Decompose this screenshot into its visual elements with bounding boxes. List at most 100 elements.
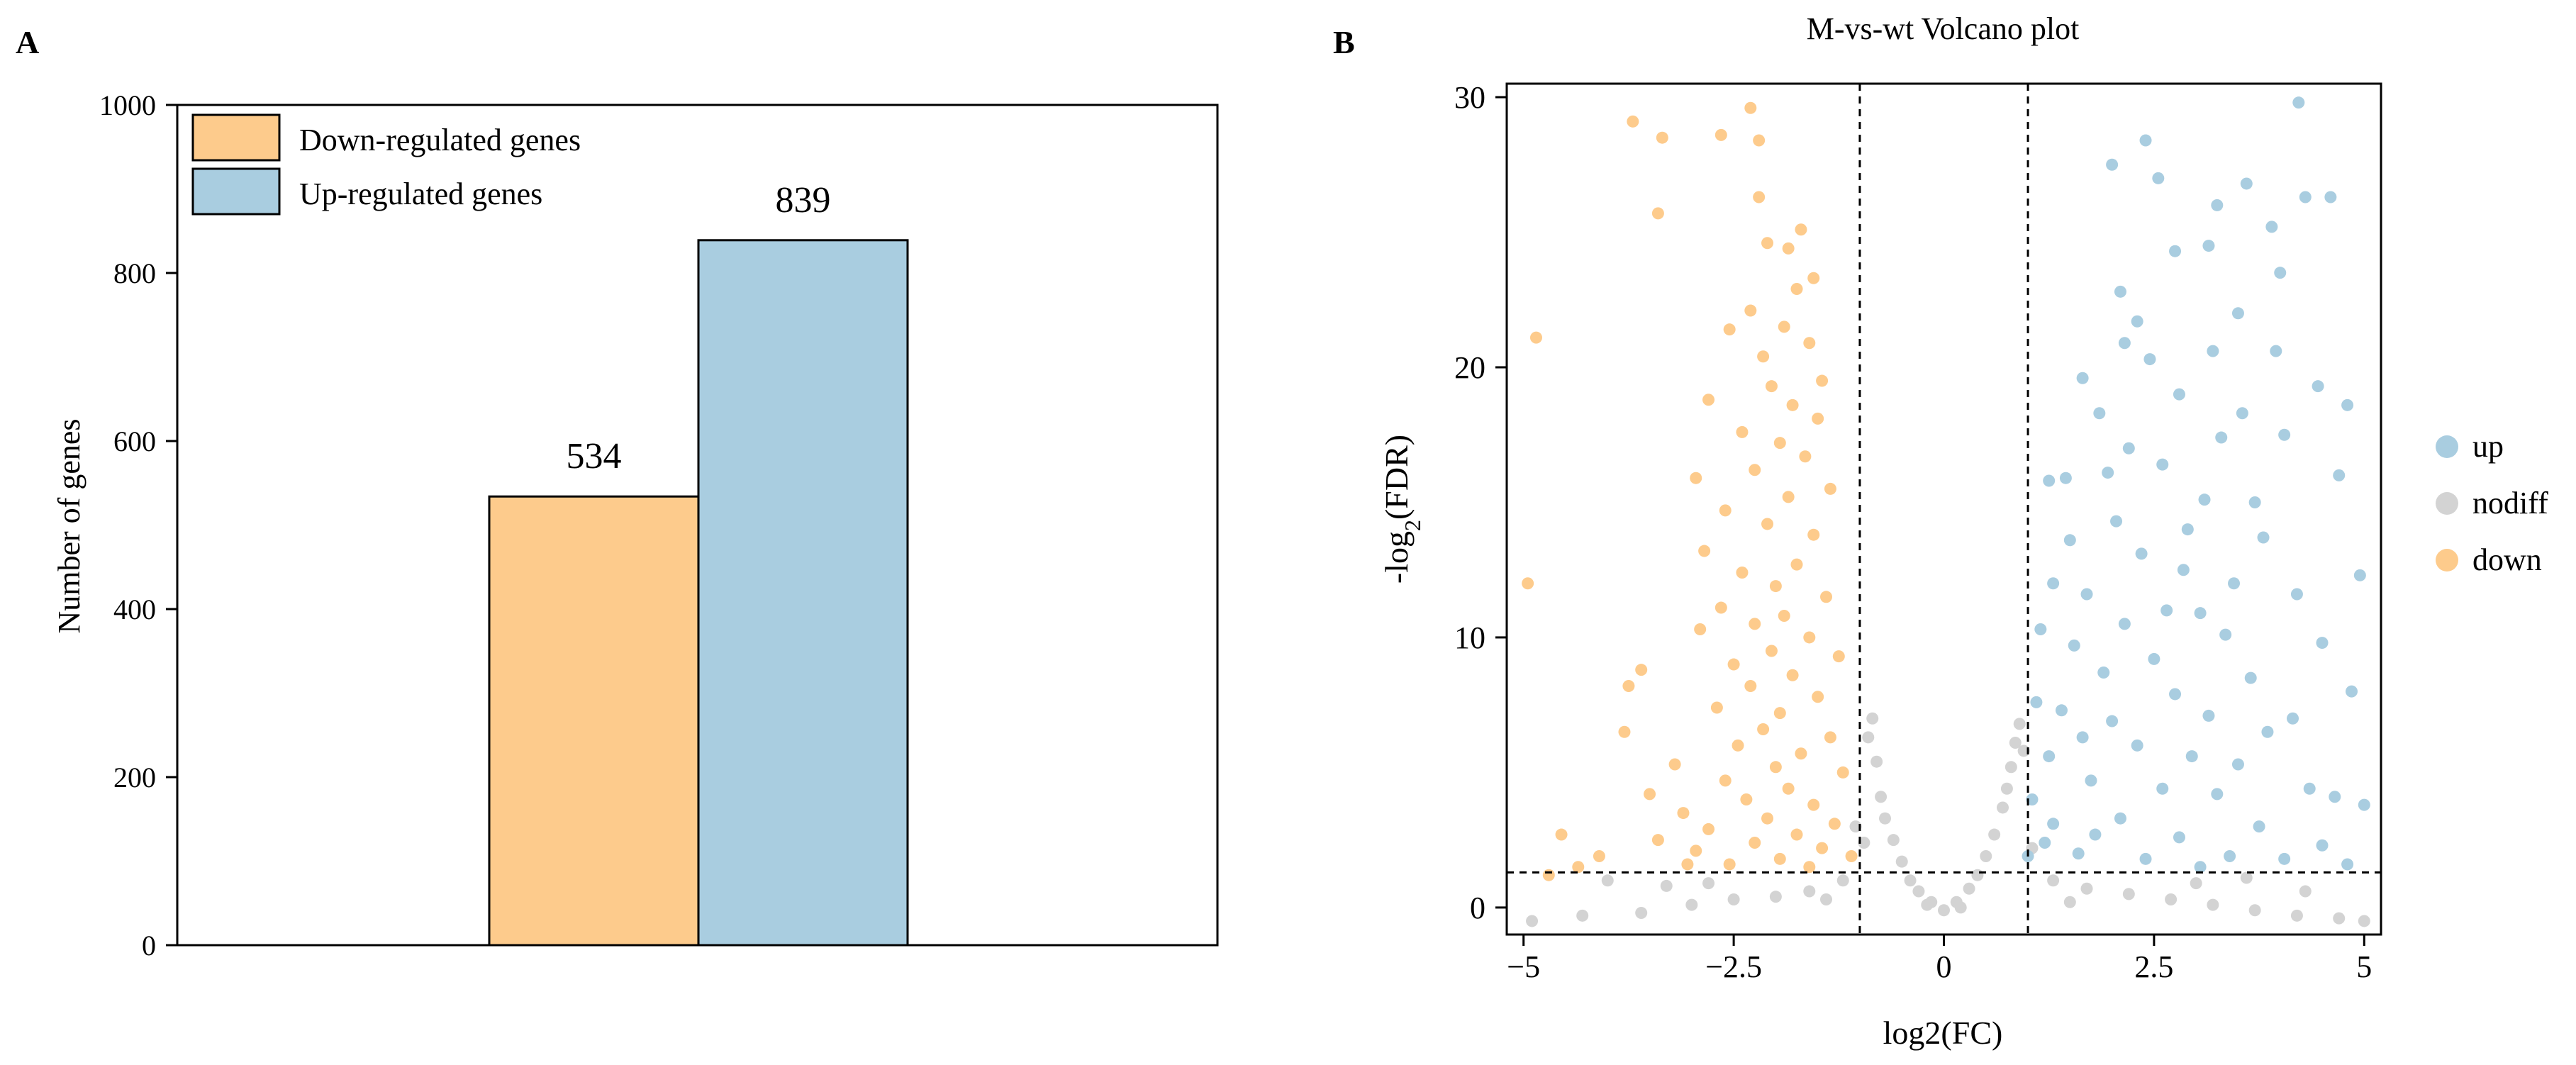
point-up <box>2358 798 2370 811</box>
point-up <box>2110 515 2123 528</box>
point-down <box>1824 731 1836 744</box>
point-up <box>2257 531 2270 544</box>
point-up <box>2076 731 2089 744</box>
point-up <box>2248 496 2261 508</box>
point-up <box>2278 852 2291 865</box>
point-down <box>1845 850 1858 863</box>
point-up <box>2324 191 2337 203</box>
point-nodiff <box>1769 891 1782 903</box>
point-up <box>2224 850 2236 863</box>
bar-down-regulated <box>488 495 700 947</box>
point-nodiff <box>2190 877 2202 890</box>
point-up <box>2341 398 2354 411</box>
bar-data-labels: 534 839 <box>567 180 831 476</box>
point-down <box>1782 242 1795 255</box>
point-nodiff <box>1988 828 2001 841</box>
point-up <box>2198 494 2211 506</box>
point-nodiff <box>1820 893 1833 905</box>
point-up <box>2089 828 2102 841</box>
point-up <box>2240 177 2253 190</box>
point-down <box>1782 782 1795 795</box>
point-up <box>2228 577 2241 590</box>
volcano-plot-frame <box>1505 82 2382 936</box>
panel-b-label: B <box>1333 24 1355 60</box>
bar-y-tick-label: 200 <box>113 762 156 793</box>
point-down <box>1812 412 1824 425</box>
point-down <box>1702 394 1715 406</box>
point-nodiff <box>1849 820 1862 833</box>
point-up <box>2290 588 2303 601</box>
bar-y-axis-title: Number of genes <box>52 418 87 633</box>
point-down <box>1749 464 1761 476</box>
point-down <box>1757 723 1770 735</box>
point-up <box>2114 285 2126 298</box>
point-down <box>1765 645 1778 657</box>
bar-y-tick-label: 600 <box>113 425 156 457</box>
point-nodiff <box>2017 745 2030 757</box>
point-up <box>2131 315 2143 328</box>
point-down <box>1736 425 1749 438</box>
point-up <box>2068 639 2080 652</box>
point-down <box>1593 850 1605 863</box>
volcano-y-tick-label: 0 <box>1470 891 1485 925</box>
point-down <box>1820 591 1833 603</box>
point-down <box>1732 739 1744 752</box>
point-nodiff <box>1912 885 1925 898</box>
point-nodiff <box>1963 882 1975 895</box>
point-down <box>1807 798 1820 811</box>
bar-y-tick-label: 1000 <box>99 89 156 121</box>
point-down <box>1719 504 1732 517</box>
volcano-y-axis-title: -log2(FDR) <box>1378 435 1425 584</box>
point-down <box>1790 828 1803 841</box>
point-nodiff <box>1727 893 1740 905</box>
point-down <box>1753 191 1766 203</box>
point-nodiff <box>1660 879 1673 892</box>
point-up <box>2106 715 2119 727</box>
point-down <box>1786 669 1799 681</box>
point-up <box>2181 523 2194 536</box>
point-up <box>2160 604 2173 617</box>
point-down <box>1816 374 1829 387</box>
point-up <box>2118 337 2131 350</box>
volcano-y-tick-label: 10 <box>1454 620 1485 655</box>
point-up <box>2106 158 2119 171</box>
legend-dot-up <box>2436 435 2458 458</box>
volcano-title: M-vs-wt Volcano plot <box>1807 11 2080 46</box>
point-down <box>1690 844 1702 857</box>
point-nodiff <box>1887 834 1900 847</box>
point-down <box>1702 823 1715 835</box>
bar-chart: 0 200 400 600 800 1000 534 839 Number of genes… <box>52 89 1219 961</box>
volcano-x-tick-label: −5 <box>1507 949 1540 984</box>
point-down <box>1799 450 1812 463</box>
point-down <box>1778 320 1790 333</box>
point-down <box>1723 858 1736 871</box>
point-down <box>1736 567 1749 579</box>
point-down <box>1761 812 1774 825</box>
bar-y-axis: 0 200 400 600 800 1000 <box>99 89 177 961</box>
point-up <box>2026 793 2039 806</box>
point-down <box>1790 283 1803 296</box>
point-up <box>2231 758 2244 771</box>
point-down <box>1828 818 1841 830</box>
legend-label-nodiff: nodiff <box>2472 486 2548 520</box>
point-up <box>2219 628 2232 641</box>
point-down <box>1714 601 1727 614</box>
point-up <box>2148 652 2160 665</box>
point-down <box>1773 437 1786 450</box>
point-up <box>2173 831 2185 844</box>
point-down <box>1723 323 1736 336</box>
point-nodiff <box>2063 896 2076 908</box>
point-down <box>1773 852 1786 865</box>
point-nodiff <box>2333 912 2346 925</box>
point-up <box>2047 818 2060 830</box>
point-nodiff <box>2013 718 2026 730</box>
legend-label-up: up <box>2472 429 2504 464</box>
bar-value-label: 534 <box>567 436 622 476</box>
point-down <box>1786 398 1799 411</box>
point-down <box>1635 664 1648 676</box>
point-down <box>1795 223 1807 236</box>
point-nodiff <box>1685 898 1698 911</box>
point-up <box>2072 847 2085 860</box>
point-down <box>1714 128 1727 141</box>
